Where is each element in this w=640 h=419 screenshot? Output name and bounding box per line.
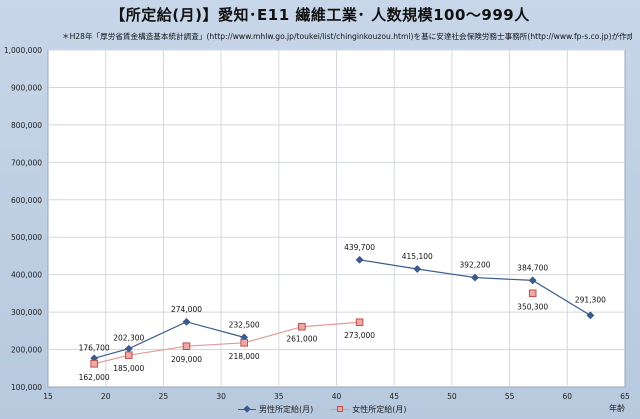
y-tick-label: 500,000	[11, 233, 42, 242]
y-tick-label: 800,000	[11, 121, 42, 130]
male-point	[413, 265, 422, 273]
markers	[90, 255, 595, 368]
square-icon	[337, 406, 344, 412]
legend-item-male: 男性所定給(月)	[238, 404, 313, 415]
male-point	[586, 311, 595, 320]
data-label: 185,000	[113, 364, 144, 373]
legend-label-male: 男性所定給(月)	[259, 405, 314, 414]
data-label: 415,100	[402, 252, 433, 261]
data-label: 261,000	[286, 335, 317, 344]
female-point	[182, 342, 191, 350]
data-label: 232,500	[229, 320, 260, 329]
female-point	[124, 351, 133, 359]
legend-swatch-male	[238, 405, 256, 413]
y-tick-label: 400,000	[11, 271, 42, 280]
x-tick-label: 55	[505, 392, 515, 401]
x-tick-label: 50	[447, 392, 457, 401]
y-tick-label: 200,000	[11, 346, 42, 355]
y-tick-label: 300,000	[11, 308, 42, 317]
data-label: 209,000	[171, 355, 202, 364]
data-label: 218,000	[229, 352, 260, 361]
data-label: 384,700	[517, 263, 548, 272]
male-point	[355, 255, 364, 264]
x-tick-label: 60	[563, 392, 573, 401]
data-label: 176,700	[79, 343, 110, 352]
series-line	[93, 321, 245, 359]
data-label: 439,700	[344, 243, 375, 252]
y-ticks: 100,000 200,000 300,000 400,000 500,000 600,0…	[4, 46, 42, 392]
y-tick-label: 100,000	[11, 383, 42, 392]
diamond-icon	[243, 405, 251, 413]
data-label: 350,300	[517, 302, 548, 311]
x-tick-label: 45	[389, 392, 399, 401]
data-label: 162,000	[79, 373, 110, 382]
male-point	[471, 273, 479, 282]
data-label: 291,300	[575, 295, 606, 304]
x-tick-label: 30	[216, 392, 226, 401]
x-tick-label: 20	[101, 392, 111, 401]
legend-label-female: 女性所定給(月)	[352, 405, 407, 414]
x-tick-label: 65	[620, 392, 630, 401]
x-tick-label: 25	[159, 392, 169, 401]
female-point	[528, 289, 537, 298]
y-tick-label: 700,000	[11, 158, 42, 167]
female-point	[298, 322, 306, 331]
female-point	[90, 359, 98, 368]
data-label: 273,000	[344, 331, 375, 340]
data-label: 274,000	[171, 305, 202, 314]
y-tick-label: 900,000	[11, 83, 42, 92]
chart-title: 【所定給(月)】愛知･E11 繊維工業･ 人数規模100～999人	[110, 6, 530, 24]
legend: 男性所定給(月) 女性所定給(月)	[238, 404, 407, 415]
x-ticks: 15 20 25 30 35 40 45 50 55 60 65	[43, 392, 630, 401]
data-label: 392,200	[459, 261, 490, 270]
x-tick-label: 40	[332, 392, 342, 401]
data-label: 202,300	[113, 334, 144, 343]
chart-subtitle: ＊H28年「厚労省賃金構造基本統計調査」(http://www.mhlw.go.…	[62, 32, 632, 41]
y-tick-label: 600,000	[11, 196, 42, 205]
grid	[48, 49, 625, 387]
female-point	[355, 318, 364, 327]
legend-swatch-female	[331, 406, 350, 412]
legend-item-female: 女性所定給(月)	[331, 404, 407, 415]
male-point	[528, 276, 537, 285]
x-tick-label: 15	[43, 392, 53, 401]
x-axis-title: 年齢	[609, 404, 625, 413]
y-tick-label: 1,000,000	[4, 46, 42, 55]
x-tick-label: 35	[274, 392, 284, 401]
series-line	[94, 321, 360, 365]
female-point	[240, 339, 248, 347]
male-point	[182, 317, 191, 326]
